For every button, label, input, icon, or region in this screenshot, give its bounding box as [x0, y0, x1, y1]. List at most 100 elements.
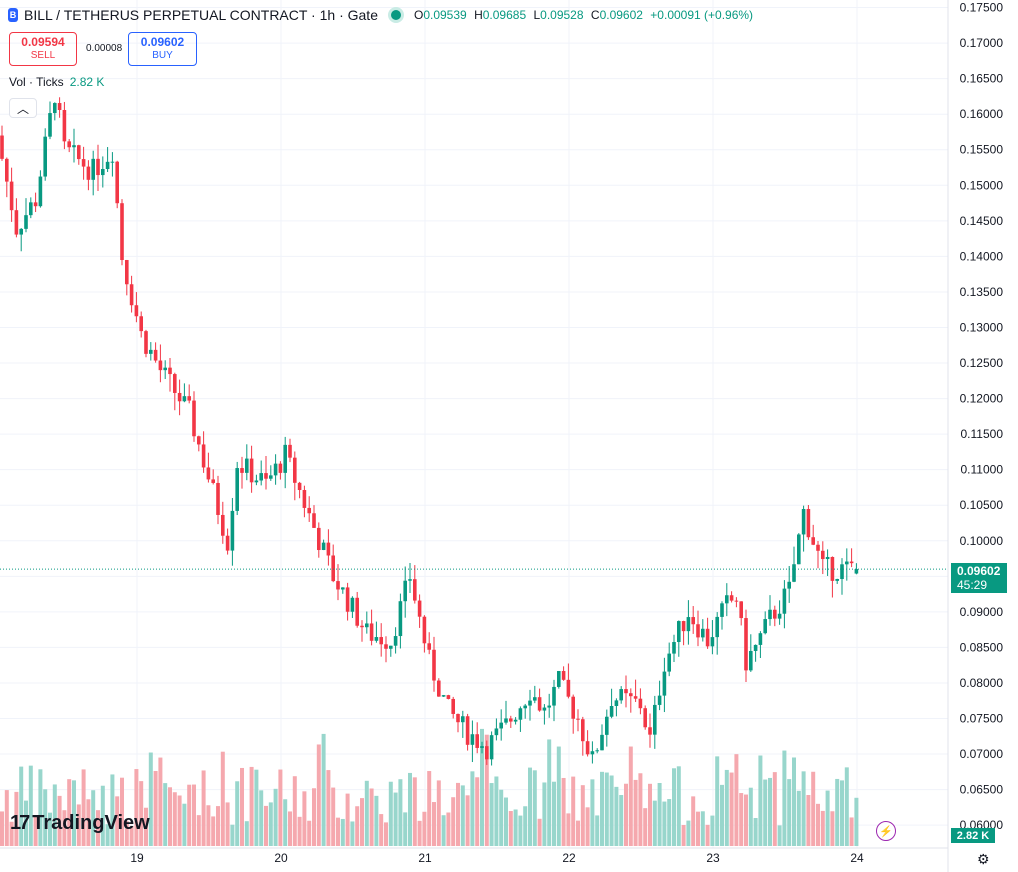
price-tick-label: 0.16000	[960, 107, 1004, 121]
candle	[734, 597, 739, 608]
volume-bar	[14, 791, 19, 846]
volume-bar	[619, 795, 624, 846]
candle	[129, 275, 134, 313]
sell-button[interactable]: 0.09594 SELL	[9, 32, 77, 66]
candle	[595, 748, 599, 754]
candle	[153, 342, 158, 363]
candle	[57, 97, 62, 118]
price-grid: 0.17500 0.17000 0.16500 0.16000 0.15500 0.150…	[0, 0, 1003, 865]
volume-bar	[283, 799, 288, 846]
candle	[811, 524, 815, 546]
volume-bar	[470, 771, 475, 846]
candle	[317, 522, 321, 558]
volume-bar	[76, 804, 81, 846]
volume-bar	[825, 790, 830, 846]
volume-bar	[244, 821, 249, 846]
market-status-icon[interactable]	[387, 7, 404, 23]
sell-label: SELL	[30, 50, 56, 61]
candle	[331, 544, 335, 583]
volume-bar	[182, 803, 187, 846]
collapse-legend-button[interactable]: ︿	[9, 98, 37, 118]
candle	[600, 724, 604, 751]
lightning-icon[interactable]: ⚡	[876, 821, 896, 841]
time-tick-label: 24	[850, 851, 864, 865]
candle	[537, 688, 542, 712]
candle	[249, 445, 254, 493]
volume-bar	[33, 817, 38, 846]
candle	[177, 379, 182, 416]
candle	[499, 709, 503, 741]
volume-bar	[576, 820, 580, 846]
volume-axis-label: 2.82 K	[951, 828, 995, 843]
volume-bar	[220, 751, 225, 846]
volume-bar	[398, 779, 403, 846]
buy-label: BUY	[152, 50, 173, 61]
volume-bar	[820, 810, 825, 846]
volume-bar	[369, 788, 374, 846]
candle	[29, 197, 33, 219]
price-tick-label: 0.09000	[960, 605, 1004, 619]
candle	[211, 469, 215, 485]
volume-bar	[835, 778, 840, 846]
volume-bar	[633, 779, 638, 846]
candle	[638, 688, 643, 715]
volume-bar	[528, 767, 532, 846]
volume-bar	[748, 787, 753, 846]
symbol-title[interactable]: BILL / TETHERUS PERPETUAL CONTRACT · 1h …	[24, 7, 378, 23]
tradingview-logo[interactable]: 17 TradingView	[10, 812, 150, 835]
candle	[845, 548, 849, 581]
candle	[782, 580, 787, 629]
candle	[701, 619, 705, 642]
volume-bar	[158, 757, 163, 846]
buy-button[interactable]: 0.09602 BUY	[128, 32, 197, 66]
candle	[312, 505, 316, 528]
candle	[120, 199, 124, 266]
candle	[384, 636, 388, 663]
volume-bar	[408, 772, 412, 846]
volume-bar	[734, 754, 739, 846]
candle	[264, 456, 268, 490]
candle	[494, 718, 499, 741]
volume-bar	[657, 782, 662, 846]
candle	[91, 150, 95, 196]
candle	[350, 596, 355, 618]
volume-bar	[542, 782, 547, 846]
volume-bar	[787, 779, 792, 846]
candle	[365, 611, 369, 634]
volume-bar	[211, 816, 216, 846]
volume-bar	[28, 765, 33, 846]
volume-bar	[67, 779, 72, 846]
sell-price: 0.09594	[21, 35, 65, 49]
volume-bar	[417, 820, 422, 846]
candle	[749, 634, 753, 672]
candle	[753, 644, 758, 662]
volume-bar	[302, 791, 307, 846]
volume-legend-label: Vol · Ticks	[9, 75, 64, 89]
volume-bar	[4, 790, 9, 846]
candle	[216, 475, 220, 525]
candle	[225, 528, 230, 555]
candle	[369, 609, 374, 646]
volume-bar	[595, 815, 600, 846]
candle	[297, 481, 302, 499]
volume-bar	[100, 785, 105, 846]
volume-bar	[729, 772, 734, 846]
candle	[408, 563, 412, 594]
candle	[797, 533, 801, 565]
candle	[197, 435, 201, 452]
candles	[0, 97, 859, 766]
volume-bar	[446, 812, 451, 846]
candle	[19, 228, 23, 252]
volume-bar	[451, 797, 456, 846]
candle	[643, 705, 647, 730]
volume-legend[interactable]: Vol · Ticks 2.82 K	[9, 75, 104, 89]
candle	[240, 456, 244, 489]
candle	[62, 101, 67, 150]
price-tick-label: 0.10000	[960, 534, 1004, 548]
volume-bar	[177, 795, 182, 846]
volume-bar	[792, 757, 796, 846]
candle	[432, 636, 436, 692]
settings-gear-icon[interactable]: ⚙	[977, 851, 990, 867]
candle	[552, 679, 556, 722]
